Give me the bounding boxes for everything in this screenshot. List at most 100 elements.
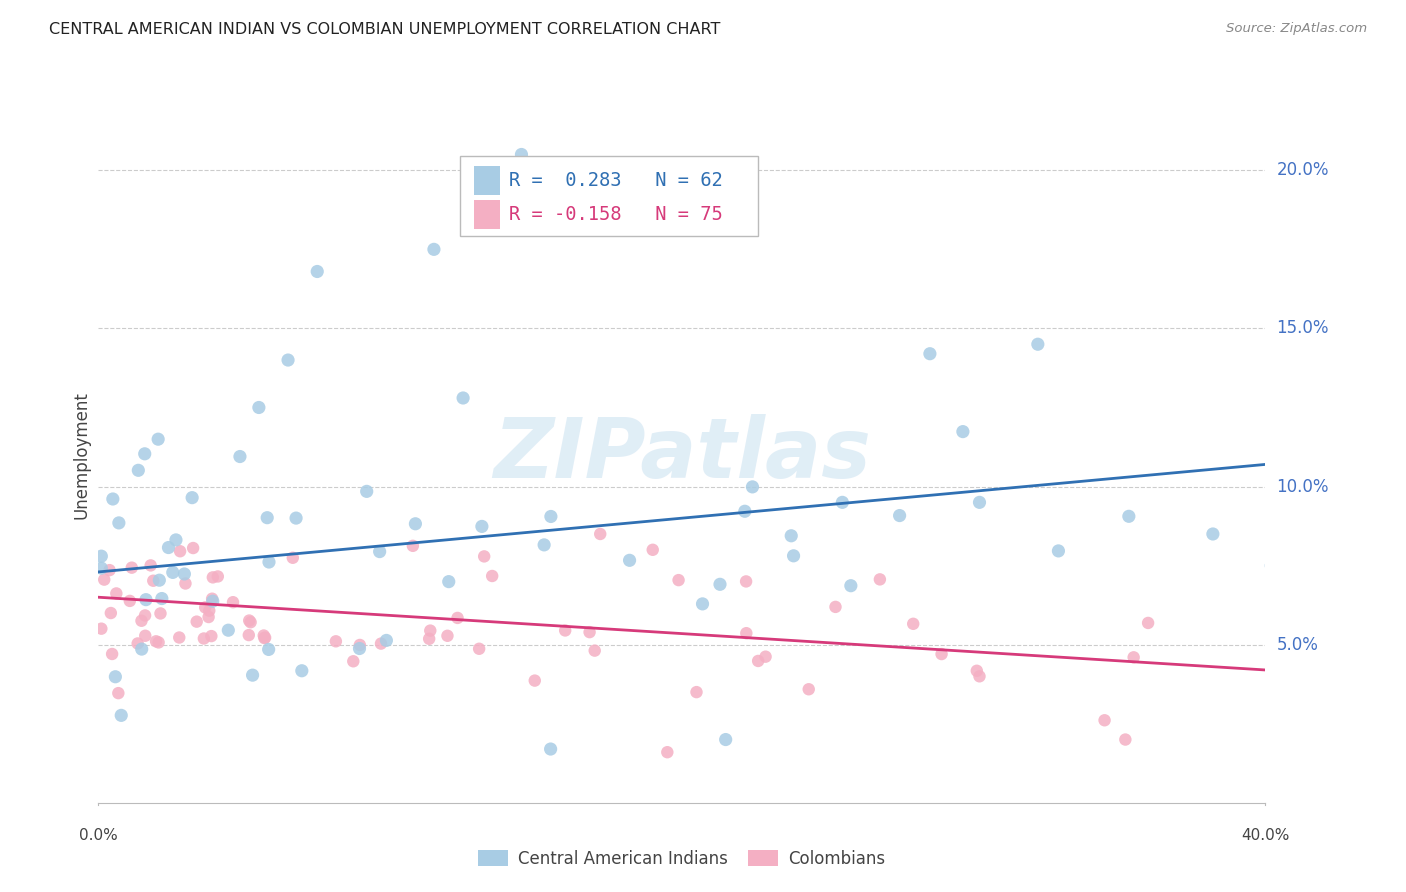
Text: 40.0%: 40.0% xyxy=(1241,828,1289,843)
Point xyxy=(110,708,132,723)
Point xyxy=(285,511,308,525)
Point xyxy=(229,450,252,464)
Point xyxy=(131,642,153,657)
Point xyxy=(207,569,229,583)
Point xyxy=(402,539,425,553)
Point xyxy=(90,622,112,636)
Point xyxy=(127,463,149,477)
Point xyxy=(1137,615,1160,630)
Point xyxy=(181,491,204,505)
Point xyxy=(349,638,371,652)
Point xyxy=(186,615,208,629)
Point xyxy=(839,579,862,593)
Point xyxy=(253,628,276,642)
Point xyxy=(619,553,641,567)
Point xyxy=(1047,544,1070,558)
Point xyxy=(157,541,180,555)
Point xyxy=(197,610,219,624)
Point xyxy=(135,592,157,607)
FancyBboxPatch shape xyxy=(474,166,501,195)
Point xyxy=(238,614,260,628)
Point xyxy=(952,425,974,439)
Text: 15.0%: 15.0% xyxy=(1277,319,1329,337)
Point xyxy=(755,649,778,664)
Point xyxy=(578,625,600,640)
Point xyxy=(472,549,495,564)
Point xyxy=(419,624,441,638)
Point xyxy=(1118,509,1140,524)
Point xyxy=(148,635,170,649)
Point xyxy=(281,550,304,565)
Point xyxy=(201,594,224,608)
Point xyxy=(165,533,187,547)
Point xyxy=(583,643,606,657)
Point xyxy=(201,570,224,584)
Point xyxy=(121,560,143,574)
Point xyxy=(523,673,546,688)
Point xyxy=(869,573,891,587)
Point xyxy=(222,595,245,609)
Point xyxy=(734,504,756,518)
Point xyxy=(931,647,953,661)
Point xyxy=(356,484,378,499)
Point xyxy=(540,742,562,756)
Point xyxy=(969,669,991,683)
Point xyxy=(1026,337,1049,351)
Point xyxy=(368,544,391,558)
Point xyxy=(735,574,758,589)
Point xyxy=(349,641,371,656)
Point xyxy=(423,243,446,257)
Point xyxy=(481,569,503,583)
Point xyxy=(510,147,533,161)
Point xyxy=(418,632,440,646)
Point xyxy=(162,566,184,580)
Point xyxy=(468,641,491,656)
FancyBboxPatch shape xyxy=(474,200,501,229)
Point xyxy=(969,495,991,509)
Point xyxy=(90,549,112,564)
Point xyxy=(139,558,162,573)
Point xyxy=(173,566,195,581)
Point xyxy=(692,597,714,611)
Point xyxy=(782,549,804,563)
Point xyxy=(131,614,153,628)
Point xyxy=(149,607,172,621)
Point xyxy=(277,353,299,368)
FancyBboxPatch shape xyxy=(460,156,758,235)
Point xyxy=(1122,650,1144,665)
Point xyxy=(142,574,165,588)
Point xyxy=(741,480,763,494)
Point xyxy=(540,509,562,524)
Point xyxy=(242,668,264,682)
Text: R = -0.158   N = 75: R = -0.158 N = 75 xyxy=(509,204,723,224)
Point xyxy=(148,573,170,587)
Point xyxy=(889,508,911,523)
Point xyxy=(93,573,115,587)
Point xyxy=(181,541,204,555)
Point xyxy=(134,608,156,623)
Point xyxy=(169,544,191,558)
Point xyxy=(127,636,149,650)
Point xyxy=(375,633,398,648)
Point xyxy=(174,576,197,591)
Text: ZIPatlas: ZIPatlas xyxy=(494,415,870,495)
Point xyxy=(100,606,122,620)
Point xyxy=(256,510,278,524)
Text: 5.0%: 5.0% xyxy=(1277,636,1319,654)
Point xyxy=(217,624,239,638)
Point xyxy=(194,600,217,615)
Point xyxy=(342,654,364,668)
Point xyxy=(307,264,329,278)
Text: CENTRAL AMERICAN INDIAN VS COLOMBIAN UNEMPLOYMENT CORRELATION CHART: CENTRAL AMERICAN INDIAN VS COLOMBIAN UNE… xyxy=(49,22,721,37)
Text: 0.0%: 0.0% xyxy=(79,828,118,843)
Point xyxy=(198,604,221,618)
Point xyxy=(254,631,277,645)
Point xyxy=(437,574,460,589)
Point xyxy=(257,642,280,657)
Point xyxy=(105,586,128,600)
Point xyxy=(101,491,124,506)
Point xyxy=(1094,713,1116,727)
Point xyxy=(657,745,679,759)
Point xyxy=(238,628,260,642)
Point xyxy=(1114,732,1136,747)
